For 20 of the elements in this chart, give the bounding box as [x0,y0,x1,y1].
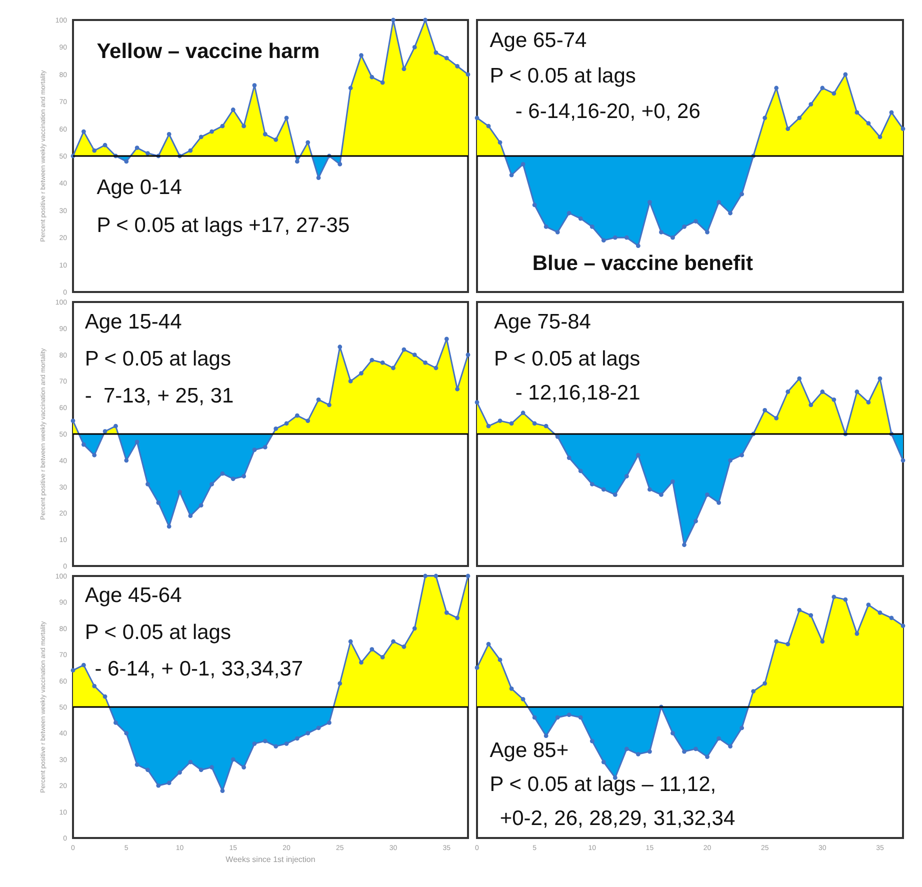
annotation: - 6-14, + 0-1, 33,34,37 [94,658,304,681]
annotation: P < 0.05 at lags [84,620,231,644]
annotation: Age 0-14 [96,176,182,200]
annotation: P < 0.05 at lags – 11,12, [490,772,716,796]
annotation: Age 75-84 [494,310,592,334]
annotation: P < 0.05 at lags +17, 27-35 [96,214,350,238]
annotation: P < 0.05 at lags [494,347,640,370]
annotation: - 12,16,18-21 [515,382,640,405]
annotation: Yellow – vaccine harm [96,40,320,64]
annotation: Age 85+ [490,738,569,762]
annotation: P < 0.05 at lags [490,64,636,88]
annotation: P < 0.05 at lags [84,347,231,370]
annotation: Age 45-64 [84,584,182,608]
annotation: - 7-13, + 25, 31 [84,384,234,408]
annotation: Age 65-74 [490,29,588,52]
annotation: +0-2, 26, 28,29, 31,32,34 [494,806,736,830]
annotation: - 6-14,16-20, +0, 26 [515,100,700,123]
annotation: Blue – vaccine benefit [532,252,753,276]
x-axis-title: Weeks since 1st injection [226,855,316,864]
annotation: Age 15-44 [84,310,182,334]
